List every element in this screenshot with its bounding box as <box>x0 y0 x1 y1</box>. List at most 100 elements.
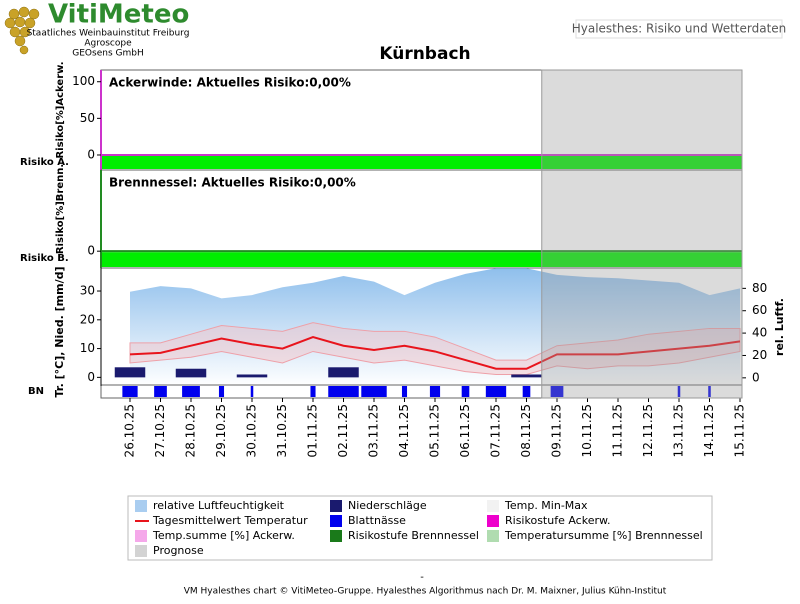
legend-label: Risikostufe Brennnessel <box>348 529 479 542</box>
x-tick-label: 09.11.25 <box>550 404 564 457</box>
logo-grapes <box>4 6 40 55</box>
legend-swatch <box>487 515 499 527</box>
y-tick-label: 20 <box>80 312 95 326</box>
x-tick-label: 12.11.25 <box>641 404 655 457</box>
precip-bar <box>511 374 542 378</box>
x-tick-label: 04.11.25 <box>397 404 411 457</box>
panel-title: Brennnessel: Aktuelles Risiko:0,00% <box>109 176 356 190</box>
legend-swatch <box>135 500 147 512</box>
y-tick-label: 0 <box>87 370 95 384</box>
y2-tick-label: 80 <box>752 281 767 295</box>
institute: GEOsens GmbH <box>72 49 143 59</box>
temp-band <box>129 322 741 375</box>
chart-title: Kürnbach <box>379 44 470 64</box>
legend-label: Prognose <box>153 544 204 557</box>
leaf-wetness <box>522 386 531 397</box>
risk-level-row <box>101 252 742 267</box>
x-tick-label: 03.11.25 <box>367 404 381 457</box>
footer-credit: VM Hyalesthes chart © VitiMeteo-Gruppe. … <box>184 587 667 597</box>
x-tick-label: 28.10.25 <box>184 404 198 457</box>
y-axis-label: Tr. [°C], Nied. [mm/d] <box>53 267 66 398</box>
x-tick-label: 06.11.25 <box>458 404 472 457</box>
x-tick-label: 08.11.25 <box>519 404 533 457</box>
panel <box>100 69 743 171</box>
precip-bar <box>236 374 268 378</box>
leaf-wetness <box>122 386 138 397</box>
leaf-wetness <box>401 386 408 397</box>
leaf-wetness <box>708 386 711 397</box>
legend-swatch <box>330 500 342 512</box>
legend-label: Temp.summe [%] Ackerw. <box>152 529 295 542</box>
y2-axis-label: rel. Luftf. <box>773 298 786 356</box>
legend-swatch <box>487 500 499 512</box>
leaf-wetness <box>677 386 681 397</box>
x-tick-label: 13.11.25 <box>672 404 686 457</box>
y-tick-label: 10 <box>80 341 95 355</box>
y-tick-label: 50 <box>80 111 95 125</box>
temp-line <box>129 336 741 370</box>
leaf-wetness <box>429 386 441 397</box>
legend-box <box>127 495 713 561</box>
leaf-wetness <box>328 386 359 397</box>
legend-label: Risikostufe Ackerw. <box>505 514 610 527</box>
row-label: BN <box>28 386 44 397</box>
logo-text: VitiMeteo <box>48 0 189 30</box>
legend-swatch <box>330 530 342 542</box>
legend-label: Temperatursumme [%] Brennnessel <box>504 529 703 542</box>
leaf-wetness <box>310 386 316 397</box>
institute: Staatliches Weinbauinstitut Freiburg <box>27 29 190 39</box>
x-tick-label: 14.11.25 <box>702 404 716 457</box>
leaf-wetness <box>154 386 167 397</box>
institute: Agroscope <box>84 39 132 49</box>
risk-level-row <box>101 155 742 169</box>
x-tick-label: 27.10.25 <box>153 404 167 457</box>
precip-bar <box>114 367 146 378</box>
leaf-wetness <box>550 386 564 397</box>
legend-label: Niederschläge <box>348 499 427 512</box>
x-tick-label: 31.10.25 <box>275 404 289 457</box>
x-tick-label: 26.10.25 <box>123 404 137 457</box>
legend-label: Blattnässe <box>348 514 406 527</box>
prognose-overlay <box>541 69 743 399</box>
y2-tick-label: 60 <box>752 303 767 317</box>
y-tick-label: 0 <box>87 244 95 258</box>
app-title-box <box>575 19 783 39</box>
footer-dash: - <box>420 572 424 583</box>
x-tick-label: 01.11.25 <box>306 404 320 457</box>
y-tick-label: 0 <box>87 147 95 161</box>
precip-bar <box>175 368 207 378</box>
legend-swatch <box>135 530 147 542</box>
row-label: Risiko B. <box>20 253 69 264</box>
y-axis-label: Risiko[%]Ackerw. <box>55 61 66 158</box>
x-tick-label: 05.11.25 <box>428 404 442 457</box>
x-tick-label: 30.10.25 <box>245 404 259 457</box>
row-label: Risiko A. <box>20 157 69 168</box>
legend-label: Temp. Min-Max <box>504 499 588 512</box>
y2-tick-label: 20 <box>752 348 767 362</box>
x-tick-label: 11.11.25 <box>611 404 625 457</box>
x-tick-label: 10.11.25 <box>580 404 594 457</box>
leaf-wetness <box>218 386 225 397</box>
x-tick-label: 29.10.25 <box>214 404 228 457</box>
leaf-wetness <box>485 386 507 397</box>
leaf-wetness <box>250 386 254 397</box>
x-tick-label: 07.11.25 <box>489 404 503 457</box>
precip-bar <box>328 367 359 378</box>
legend-label: relative Luftfeuchtigkeit <box>153 499 285 512</box>
legend-swatch <box>135 545 147 557</box>
legend-swatch <box>487 530 499 542</box>
y-tick-label: 100 <box>72 74 95 88</box>
y-axis-label: Risiko[%]Brenn. <box>55 164 66 254</box>
x-tick-label: 02.11.25 <box>336 404 350 457</box>
leaf-wetness <box>182 386 200 397</box>
leaf-wetness <box>461 386 470 397</box>
legend-swatch <box>330 515 342 527</box>
leaf-wetness <box>361 386 387 397</box>
legend-label: Tagesmittelwert Temperatur <box>152 514 308 527</box>
panel-title: Ackerwinde: Aktuelles Risiko:0,00% <box>109 76 351 90</box>
y-tick-label: 30 <box>80 284 95 298</box>
y2-tick-label: 0 <box>752 370 760 384</box>
app-title: Hyalesthes: Risiko und Wetterdaten <box>572 22 787 36</box>
x-tick-label: 15.11.25 <box>733 404 747 457</box>
